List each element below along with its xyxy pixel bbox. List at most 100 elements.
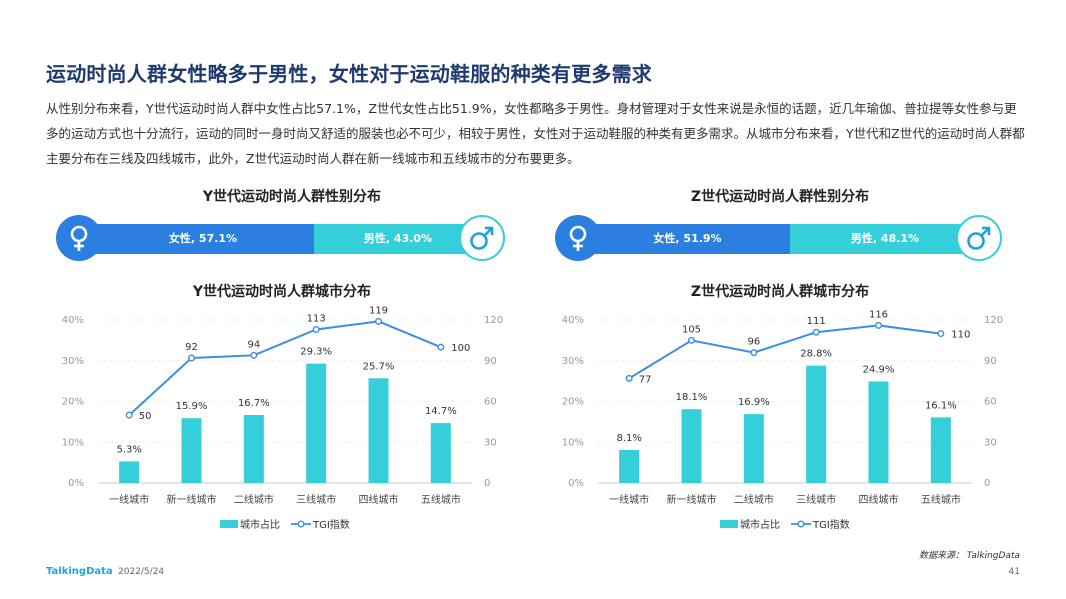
tgi-label: 111 (807, 316, 826, 327)
tgi-point (312, 326, 320, 334)
y-left-tick: 20% (562, 397, 584, 408)
bar (243, 414, 264, 483)
legend-bar-swatch (220, 520, 238, 528)
tgi-label: 94 (247, 339, 260, 350)
y-left-tick: 0% (68, 478, 84, 489)
bar-label: 16.9% (738, 397, 770, 408)
y-right-tick: 60 (484, 397, 497, 408)
tgi-point (125, 411, 133, 419)
y-right-tick: 90 (984, 356, 997, 367)
tgi-label: 77 (639, 374, 652, 385)
tgi-label: 96 (747, 337, 760, 348)
x-tick-label: 五线城市 (421, 493, 461, 506)
bar-label: 29.3% (300, 347, 332, 358)
x-tick-label: 三线城市 (796, 493, 836, 506)
bar-label: 28.8% (800, 349, 832, 360)
tgi-label: 116 (869, 309, 888, 320)
bar (806, 365, 827, 483)
tgi-point (687, 336, 695, 344)
z-gender-bar: 女性, 51.9% 男性, 48.1% (585, 224, 980, 254)
y-right-tick: 0 (484, 478, 490, 489)
x-tick-label: 四线城市 (359, 493, 399, 506)
y-male-segment: 男性, 43.0% (314, 224, 482, 254)
bar-label: 15.9% (176, 401, 208, 412)
page-title: 运动时尚人群女性略多于男性，女性对于运动鞋服的种类有更多需求 (46, 62, 652, 86)
tgi-point (187, 354, 195, 362)
x-tick-label: 二线城市 (734, 493, 774, 506)
y-city-chart: 0% 10% 20% 30% 40% 0 30 60 90 120 5.3% 15.9% 16.7% 29… (62, 305, 503, 531)
body-paragraph: 从性别分布来看，Y世代运动时尚人群中女性占比57.1%，Z世代女性占比51.9%… (46, 101, 1025, 166)
y-left-tick: 40% (562, 315, 584, 326)
talkingdata-logo: TalkingData (46, 566, 113, 577)
bar-label: 8.1% (616, 433, 641, 444)
legend-bar-label: 城市占比 (240, 518, 280, 531)
bar-label: 16.7% (238, 398, 270, 409)
z-city-chart: 0% 10% 20% 30% 40% 0 30 60 90 120 8.1% 18.1% 16.9% 28… (562, 309, 1003, 531)
legend-line-label: TGI指数 (812, 518, 850, 531)
footer-date: 2022/5/24 (118, 567, 165, 577)
page-number: 41 (1008, 567, 1020, 577)
bar-label: 14.7% (425, 406, 457, 417)
tgi-label: 100 (451, 343, 470, 354)
bar (743, 414, 764, 483)
legend-line-label: TGI指数 (312, 518, 350, 531)
z-female-segment: 女性, 51.9% (585, 224, 790, 254)
tgi-point (625, 374, 633, 382)
y-left-tick: 10% (62, 437, 84, 448)
bar (181, 418, 202, 483)
female-symbol-icon (555, 215, 601, 261)
tgi-point (437, 343, 445, 351)
bar (681, 409, 702, 483)
legend-line-marker (797, 520, 805, 528)
tgi-label: 50 (139, 411, 152, 422)
bar (619, 449, 640, 483)
legend-bar-label: 城市占比 (740, 518, 780, 531)
y-right-tick: 120 (484, 315, 503, 326)
y-city-chart-title: Y世代运动时尚人群城市分布 (192, 284, 372, 300)
bar-label: 25.7% (363, 361, 395, 372)
bar-label: 5.3% (116, 444, 141, 455)
tgi-label: 119 (369, 305, 388, 316)
tgi-line (628, 324, 941, 380)
x-tick-label: 新一线城市 (667, 493, 717, 506)
x-tick-label: 四线城市 (859, 493, 899, 506)
male-symbol-icon (459, 215, 505, 261)
bar (930, 417, 951, 483)
y-left-tick: 30% (562, 356, 584, 367)
x-tick-label: 新一线城市 (167, 493, 217, 506)
y-right-tick: 30 (484, 437, 497, 448)
y-right-tick: 0 (984, 478, 990, 489)
y-female-segment: 女性, 57.1% (92, 224, 314, 254)
tgi-label: 92 (185, 342, 198, 353)
tgi-point (250, 351, 258, 359)
y-left-tick: 10% (562, 437, 584, 448)
x-tick-label: 三线城市 (296, 493, 336, 506)
bar (368, 378, 389, 483)
tgi-point (937, 330, 945, 338)
y-right-tick: 120 (984, 315, 1003, 326)
bar-label: 16.1% (925, 400, 957, 411)
z-male-segment: 男性, 48.1% (790, 224, 980, 254)
data-source: 数据来源： TalkingData (918, 551, 1020, 561)
tgi-line (128, 320, 442, 416)
tgi-label: 110 (951, 330, 970, 341)
x-tick-label: 一线城市 (609, 493, 649, 506)
legend-bar-swatch (720, 520, 738, 528)
y-left-tick: 0% (568, 478, 584, 489)
bar (868, 381, 889, 483)
tgi-point (750, 349, 758, 357)
y-gender-bar: 女性, 57.1% 男性, 43.0% (92, 224, 482, 254)
bar (119, 461, 140, 483)
tgi-point (875, 321, 883, 329)
tgi-label: 105 (682, 324, 701, 335)
y-left-tick: 40% (62, 315, 84, 326)
x-tick-label: 一线城市 (109, 493, 149, 506)
z-city-chart-title: Z世代运动时尚人群城市分布 (690, 284, 870, 300)
bar (430, 423, 451, 483)
bar (306, 363, 327, 483)
tgi-point (812, 328, 820, 336)
bar-label: 18.1% (676, 392, 708, 403)
tgi-point (375, 317, 383, 325)
y-right-tick: 30 (984, 437, 997, 448)
y-left-tick: 20% (62, 397, 84, 408)
